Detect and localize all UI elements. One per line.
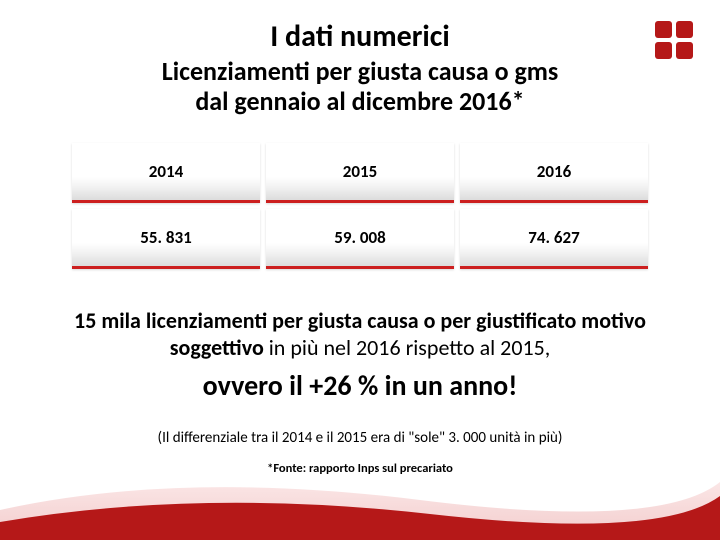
table-header-cell: 2016 (460, 143, 648, 203)
subtitle-line-1: Licenziamenti per giusta causa o gms (162, 55, 559, 87)
data-table: 2014 2015 2016 55. 831 59. 008 74. 627 (72, 143, 648, 269)
table-header-row: 2014 2015 2016 (72, 143, 648, 203)
table-cell: 55. 831 (72, 209, 260, 269)
table-header-cell: 2015 (266, 143, 454, 203)
footer-decoration (0, 470, 720, 540)
page-title: I dati numerici (40, 18, 680, 55)
table-cell: 74. 627 (460, 209, 648, 269)
table-header-cell: 2014 (72, 143, 260, 203)
table-row: 55. 831 59. 008 74. 627 (72, 209, 648, 269)
subtitle-line-2: dal gennaio al dicembre 2016* (195, 85, 524, 117)
summary-text: 15 mila licenziamenti per giusta causa o… (40, 307, 680, 403)
summary-highlight: ovvero il +26 % in un anno! (50, 368, 670, 403)
footnote: (Il differenziale tra il 2014 e il 2015 … (40, 429, 680, 447)
brand-logo (652, 18, 696, 62)
table-cell: 59. 008 (266, 209, 454, 269)
summary-rest: in più nel 2016 rispetto al 2015, (264, 334, 550, 361)
page-subtitle: Licenziamenti per giusta causa o gms dal… (40, 57, 680, 117)
